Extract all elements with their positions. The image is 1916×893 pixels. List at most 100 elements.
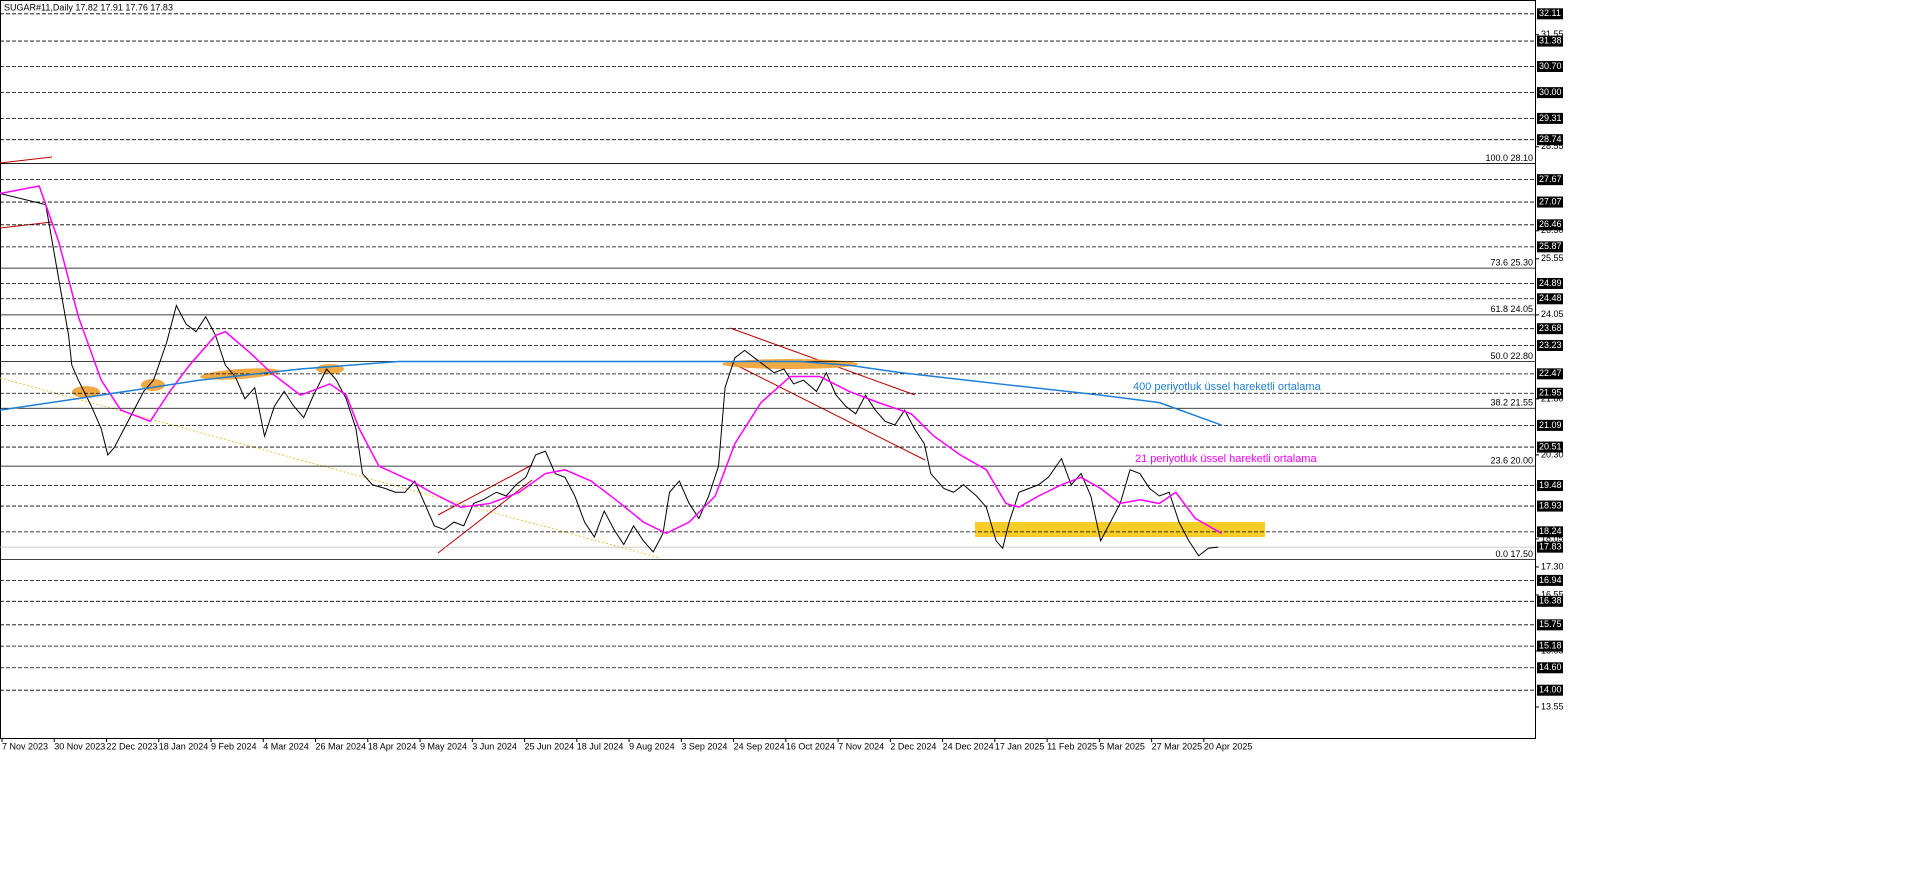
level-label: 19.48	[1539, 480, 1562, 490]
x-tick-label: 22 Dec 2023	[107, 741, 158, 751]
x-tick-label: 11 Feb 2025	[1047, 741, 1097, 751]
level-label-box	[1537, 640, 1563, 652]
x-tick-label: 2 Dec 2024	[890, 741, 936, 751]
x-tick-label: 30 Nov 2023	[54, 741, 105, 751]
level-label: 24.48	[1539, 293, 1562, 303]
channel-line	[437, 464, 533, 516]
level-label: 32.11	[1539, 8, 1561, 18]
level-label: 23.68	[1539, 323, 1562, 333]
level-label-box	[1537, 174, 1563, 186]
y-tick-label: 20.30	[1541, 449, 1564, 459]
level-label-box	[1537, 387, 1563, 399]
x-tick-label: 17 Jan 2025	[995, 741, 1045, 751]
annotation: 400 periyotluk üssel hareketli ortalama	[1133, 381, 1322, 393]
x-tick-label: 16 Oct 2024	[786, 741, 835, 751]
x-tick-label: 24 Dec 2024	[943, 741, 994, 751]
x-tick-label: 3 Jun 2024	[472, 741, 517, 751]
fib-label: 38.2 21.55	[1490, 398, 1533, 408]
level-label-box	[1537, 619, 1563, 631]
level-label-box	[1537, 60, 1563, 72]
level-label-box	[1537, 339, 1563, 351]
level-label-box	[1537, 500, 1563, 512]
level-label: 30.70	[1539, 61, 1562, 71]
y-tick-label: 18.05	[1541, 533, 1564, 543]
level-label-box	[1537, 526, 1563, 538]
x-tick-label: 3 Sep 2024	[681, 741, 727, 751]
x-tick-label: 26 Mar 2024	[316, 741, 367, 751]
x-tick-label: 7 Nov 2023	[2, 741, 48, 751]
x-tick-label: 9 Feb 2024	[211, 741, 257, 751]
y-tick-label: 25.55	[1541, 253, 1564, 263]
y-tick-label: 16.55	[1541, 589, 1564, 599]
level-label-box	[1537, 541, 1563, 553]
y-tick-label: 31.55	[1541, 29, 1564, 39]
level-label: 14.00	[1539, 685, 1562, 695]
y-tick-label: 28.55	[1541, 141, 1564, 151]
level-label: 30.00	[1539, 87, 1562, 97]
level-label: 18.93	[1539, 500, 1562, 510]
annotation: 21 periyotluk üssel hareketli ortalama	[1135, 453, 1317, 465]
grid	[0, 13, 1535, 691]
chart-title: SUGAR#11,Daily 17.82 17.91 17.76 17.83	[4, 2, 173, 12]
price-line	[0, 185, 1222, 535]
level-label: 16.94	[1539, 575, 1562, 585]
level-label: 28.74	[1539, 134, 1562, 144]
level-label: 27.67	[1539, 174, 1562, 184]
highlight	[72, 386, 100, 398]
level-label-box	[1537, 196, 1563, 208]
y-tick-label: 24.05	[1541, 309, 1564, 319]
level-label: 17.83	[1539, 542, 1562, 552]
y-tick-label: 13.55	[1541, 701, 1564, 711]
channel-line	[437, 479, 533, 554]
x-tick-label: 24 Sep 2024	[734, 741, 785, 751]
level-label: 25.87	[1539, 241, 1562, 251]
level-label-box	[1537, 662, 1563, 674]
x-tick-label: 9 Aug 2024	[629, 741, 675, 751]
level-label: 23.23	[1539, 340, 1562, 350]
level-label: 15.18	[1539, 640, 1562, 650]
level-label-box	[1537, 368, 1563, 380]
fib-label: 23.6 20.00	[1490, 455, 1533, 465]
level-label-box	[1537, 219, 1563, 231]
y-tick-label: 17.30	[1541, 561, 1564, 571]
level-label-box	[1537, 684, 1563, 696]
level-label: 18.24	[1539, 526, 1562, 536]
marks	[0, 185, 1222, 557]
level-label: 22.47	[1539, 368, 1562, 378]
level-label: 21.09	[1539, 420, 1562, 430]
price-line	[0, 192, 1219, 557]
level-label: 16.38	[1539, 596, 1562, 606]
fib-label: 0.0 17.50	[1495, 549, 1533, 559]
level-label-box	[1537, 134, 1563, 146]
level-label: 26.46	[1539, 219, 1562, 229]
fib-label: 61.8 24.05	[1490, 304, 1533, 314]
fib-label: 73.6 25.30	[1490, 258, 1533, 268]
x-tick-label: 18 Apr 2024	[368, 741, 417, 751]
plot-frame	[0, 0, 1536, 739]
level-label-box	[1537, 293, 1563, 305]
level-label: 31.38	[1539, 35, 1562, 45]
level-label-box	[1537, 441, 1563, 453]
x-tick-label: 27 Mar 2025	[1152, 741, 1203, 751]
x-tick-label: 7 Nov 2024	[838, 741, 884, 751]
level-label: 14.60	[1539, 662, 1562, 672]
level-label-box	[1537, 323, 1563, 335]
x-tick-label: 4 Mar 2024	[263, 741, 309, 751]
level-label-box	[1537, 277, 1563, 289]
level-label-box	[1537, 480, 1563, 492]
channel-line	[729, 361, 926, 461]
level-label-box	[1537, 87, 1563, 99]
level-label-box	[1537, 35, 1563, 47]
level-label: 27.07	[1539, 196, 1562, 206]
x-tick-label: 25 Jun 2024	[525, 741, 575, 751]
level-label: 15.75	[1539, 619, 1562, 629]
fib-label: 100.0 28.10	[1485, 153, 1533, 163]
x-tick-label: 9 May 2024	[420, 741, 467, 751]
x-tick-label: 5 Mar 2025	[1099, 741, 1145, 751]
x-tick-label: 20 Apr 2025	[1204, 741, 1253, 751]
level-label: 21.95	[1539, 388, 1562, 398]
level-label-box	[1537, 8, 1563, 20]
price-line	[0, 360, 1222, 426]
